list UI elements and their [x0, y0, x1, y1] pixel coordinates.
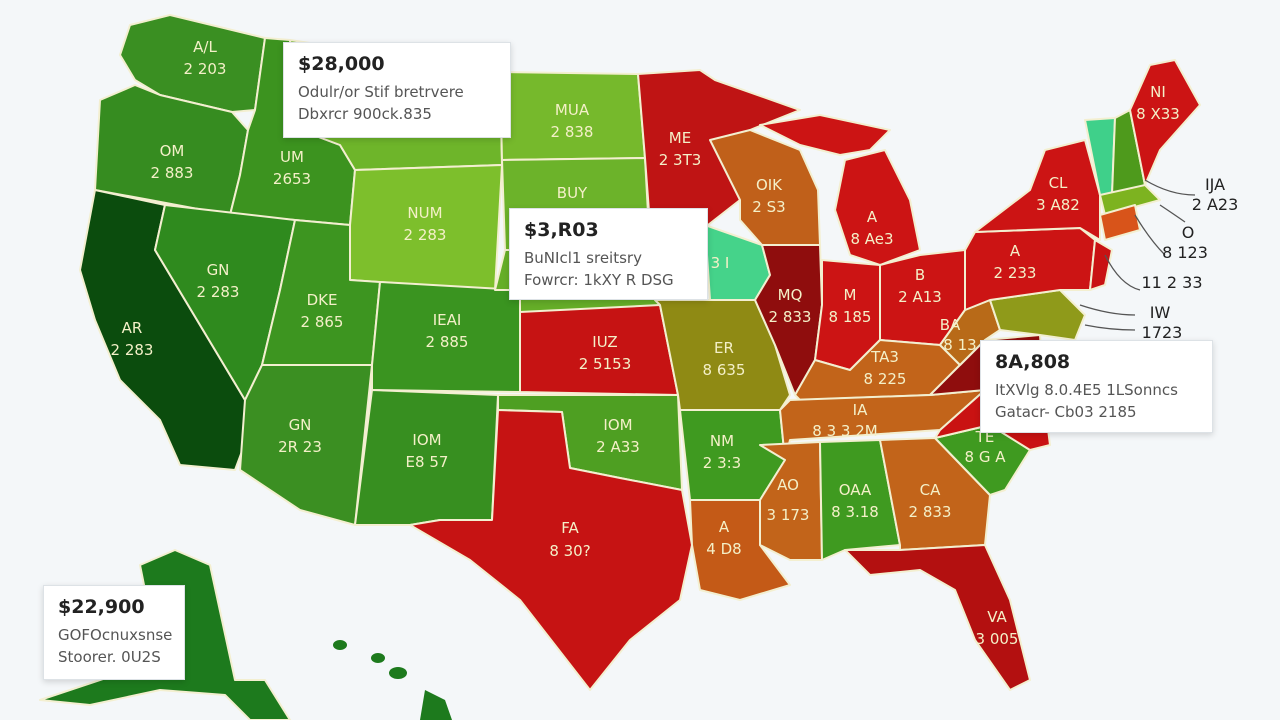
tooltip-alaska: $22,900 GOFOcnuxsnse Stoorer. 0U2S [43, 585, 185, 680]
tooltip-line: Fowrcr: 1kXY R DSG [524, 271, 674, 289]
state-alabama[interactable] [819, 439, 901, 561]
tooltip-line: Dbxrcr 900ck.835 [298, 105, 432, 123]
tooltip-line: BuNIcl1 sreitsry [524, 249, 642, 267]
state-michigan-up[interactable] [759, 114, 891, 156]
svg-text:IW: IW [1150, 303, 1171, 322]
state-michigan[interactable] [834, 149, 921, 266]
tooltip-line: Gatacr- Cb03 2185 [995, 403, 1137, 421]
state-north-dakota[interactable] [499, 71, 646, 161]
tooltip-virginia: 8A,808 ItXVlg 8.0.4E5 1LSonncs Gatacr- C… [980, 340, 1213, 433]
state-new-mexico[interactable] [354, 389, 499, 526]
tooltip-value: $28,000 [298, 53, 385, 75]
svg-text:IJA: IJA [1205, 175, 1225, 194]
tooltip-value: 8A,808 [995, 351, 1071, 373]
tooltip-line: Stoorer. 0U2S [58, 648, 161, 666]
svg-text:1723: 1723 [1142, 323, 1183, 342]
state-colorado[interactable] [371, 281, 521, 393]
state-new-jersey[interactable] [1089, 239, 1113, 291]
svg-text:8 123: 8 123 [1162, 243, 1208, 262]
tooltip-value: $22,900 [58, 596, 145, 618]
tooltip-line: ItXVlg 8.0.4E5 1LSonncs [995, 381, 1178, 399]
tooltip-value: $3,R03 [524, 219, 599, 241]
tooltip-iowa: $3,R03 BuNIcl1 sreitsry Fowrcr: 1kXY R D… [509, 208, 708, 300]
state-wyoming[interactable] [349, 164, 503, 291]
state-kansas[interactable] [519, 304, 679, 396]
state-connecticut[interactable] [1099, 204, 1141, 241]
svg-text:O: O [1182, 223, 1195, 242]
northeast-callouts: IJA 2 A23 O 8 123 11 2 33 IW 1723 [1079, 175, 1239, 342]
tooltip-montana: $28,000 Odulr/or Stif bretrvere Dbxrcr 9… [283, 42, 511, 138]
state-massachusetts[interactable] [1099, 184, 1161, 216]
state-arizona[interactable] [239, 364, 373, 526]
svg-text:2 A23: 2 A23 [1192, 195, 1239, 214]
state-maine[interactable] [1129, 59, 1201, 186]
state-new-york[interactable] [974, 139, 1101, 241]
tooltip-line: GOFOcnuxsnse [58, 626, 173, 644]
tooltip-line: Odulr/or Stif bretrvere [298, 83, 464, 101]
svg-text:11 2 33: 11 2 33 [1141, 273, 1202, 292]
state-florida[interactable] [844, 544, 1031, 691]
state-hawaii[interactable] [333, 640, 452, 720]
state-texas[interactable] [409, 409, 693, 691]
